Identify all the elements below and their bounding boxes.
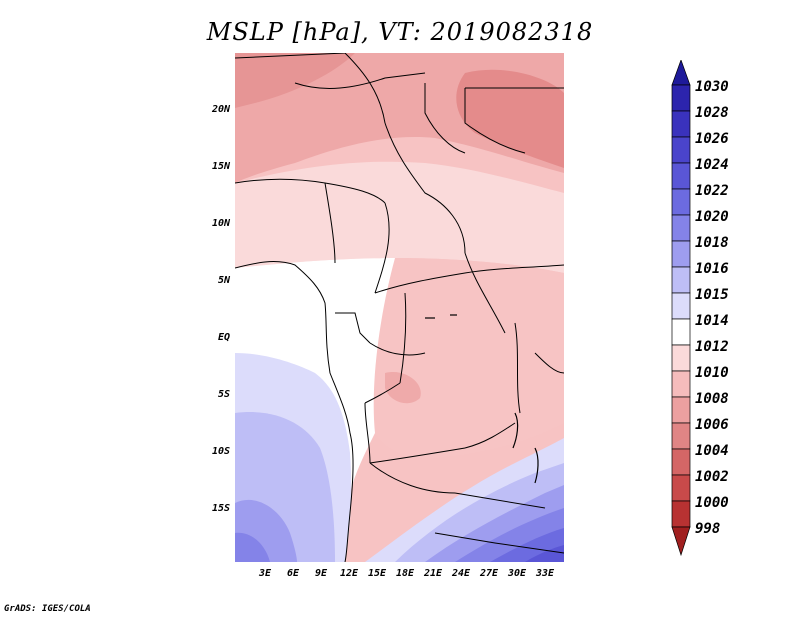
legend-label-1008: 1008 xyxy=(695,391,729,407)
colorbar-box xyxy=(671,474,691,502)
lon-label-27e: 27E xyxy=(479,568,499,579)
lon-label-33e: 33E xyxy=(535,568,555,579)
legend-label-1024: 1024 xyxy=(695,157,729,173)
colorbar-box xyxy=(671,214,691,242)
legend-label-1016: 1016 xyxy=(695,261,729,277)
legend-label-1026: 1026 xyxy=(695,131,729,147)
grads-credit: GrADS: IGES/COLA xyxy=(4,604,91,614)
legend-label-1028: 1028 xyxy=(695,105,729,121)
lon-label-12e: 12E xyxy=(339,568,359,579)
legend-label-1010: 1010 xyxy=(695,365,729,381)
colorbar-box xyxy=(671,318,691,346)
lat-label-20n: 20N xyxy=(211,104,230,115)
lon-label-3e: 3E xyxy=(258,568,272,579)
legend-label-1022: 1022 xyxy=(695,183,729,199)
lon-label-21e: 21E xyxy=(423,568,443,579)
lon-label-15e: 15E xyxy=(367,568,387,579)
colorbar-box xyxy=(671,266,691,294)
lon-label-18e: 18E xyxy=(395,568,415,579)
colorbar-box xyxy=(671,188,691,216)
colorbar-box xyxy=(671,396,691,424)
lat-label-5s: 5S xyxy=(217,389,230,400)
colorbar-box xyxy=(671,344,691,372)
colorbar-boxes xyxy=(671,60,691,557)
colorbar xyxy=(671,60,691,557)
legend-label-1012: 1012 xyxy=(695,339,729,355)
legend-label-1000: 1000 xyxy=(695,495,729,511)
legend-label-1004: 1004 xyxy=(695,443,729,459)
colorbar-box xyxy=(671,84,691,112)
lat-label-10s: 10S xyxy=(211,446,230,457)
lon-label-24e: 24E xyxy=(451,568,471,579)
map-panel xyxy=(235,53,564,562)
lat-label-15s: 15S xyxy=(211,503,230,514)
colorbar-box xyxy=(671,500,691,528)
colorbar-box xyxy=(671,136,691,164)
colorbar-arrow-top xyxy=(671,60,691,86)
colorbar-box xyxy=(671,110,691,138)
legend-label-1015: 1015 xyxy=(695,287,729,303)
lon-label-9e: 9E xyxy=(314,568,328,579)
legend-label-1018: 1018 xyxy=(695,235,729,251)
colorbar-box xyxy=(671,162,691,190)
colorbar-box xyxy=(671,240,691,268)
legend-label-1030: 1030 xyxy=(695,79,729,95)
legend-label-1020: 1020 xyxy=(695,209,729,225)
lat-label-15n: 15N xyxy=(211,161,230,172)
colorbar-box xyxy=(671,448,691,476)
colorbar-box xyxy=(671,292,691,320)
colorbar-arrow-bottom xyxy=(671,526,691,557)
lat-label-10n: 10N xyxy=(211,218,230,229)
lat-label-5n: 5N xyxy=(217,275,230,286)
pressure-field xyxy=(235,53,564,562)
lon-label-30e: 30E xyxy=(507,568,527,579)
legend-label-1006: 1006 xyxy=(695,417,729,433)
map-title: MSLP [hPa], VT: 2019082318 xyxy=(206,18,594,46)
legend-label-1002: 1002 xyxy=(695,469,729,485)
lat-label-eq: EQ xyxy=(217,332,230,343)
legend-label-998: 998 xyxy=(695,521,721,537)
colorbar-box xyxy=(671,422,691,450)
colorbar-box xyxy=(671,370,691,398)
lon-label-6e: 6E xyxy=(286,568,300,579)
legend-label-1014: 1014 xyxy=(695,313,729,329)
